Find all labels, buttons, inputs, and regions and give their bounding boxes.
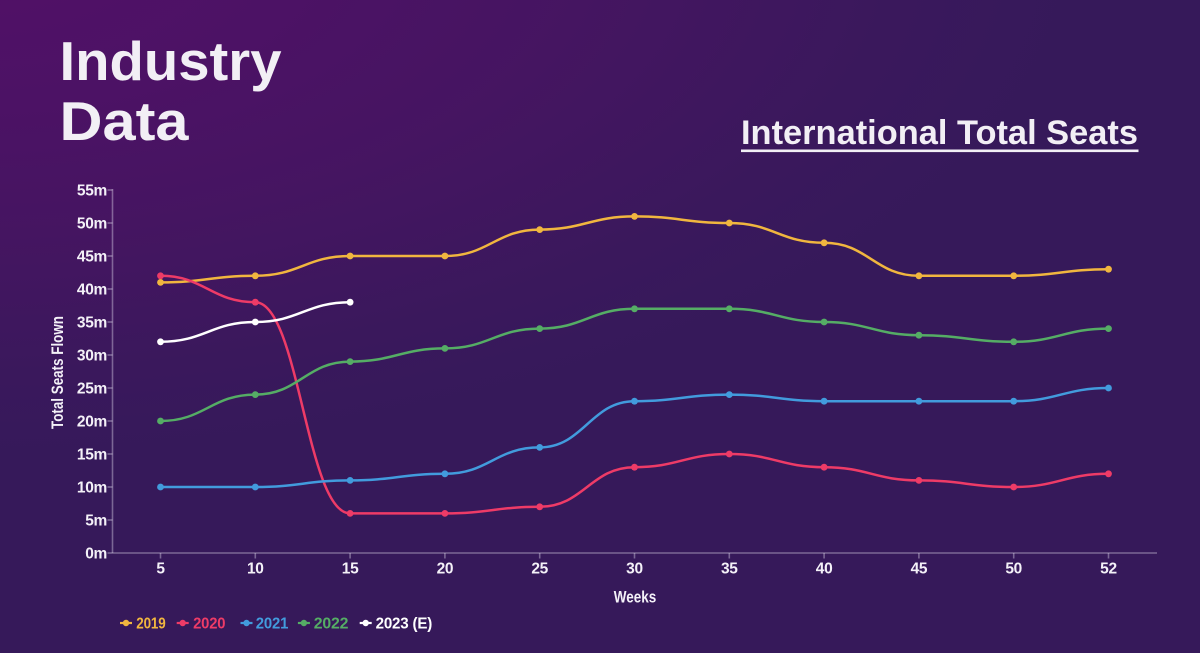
svg-text:35: 35: [721, 561, 738, 578]
svg-text:Industry: Industry: [60, 30, 282, 92]
svg-text:10: 10: [247, 561, 264, 578]
svg-text:5m: 5m: [85, 513, 107, 530]
svg-text:30m: 30m: [77, 348, 107, 365]
svg-text:40m: 40m: [77, 282, 107, 299]
svg-text:50m: 50m: [77, 216, 107, 233]
svg-text:2020: 2020: [193, 616, 225, 633]
svg-text:0m: 0m: [85, 546, 107, 563]
svg-text:30: 30: [626, 561, 643, 578]
svg-text:15m: 15m: [77, 447, 107, 464]
svg-text:Total Seats Flown: Total Seats Flown: [49, 316, 67, 429]
svg-text:2023 (E): 2023 (E): [376, 616, 433, 633]
svg-text:45: 45: [911, 561, 928, 578]
svg-text:20m: 20m: [77, 414, 107, 431]
svg-text:35m: 35m: [77, 315, 107, 332]
svg-text:25: 25: [531, 561, 548, 578]
svg-text:45m: 45m: [77, 249, 107, 266]
svg-text:55m: 55m: [77, 183, 107, 200]
svg-text:Weeks: Weeks: [614, 588, 657, 606]
svg-text:Data: Data: [60, 90, 189, 152]
svg-text:25m: 25m: [77, 381, 107, 398]
svg-text:International Total Seats: International Total Seats: [741, 114, 1138, 152]
svg-text:10m: 10m: [77, 480, 107, 497]
svg-text:50: 50: [1005, 561, 1022, 578]
svg-text:52: 52: [1100, 561, 1117, 578]
svg-text:2021: 2021: [256, 616, 289, 633]
svg-text:5: 5: [156, 561, 165, 578]
svg-text:2019: 2019: [136, 616, 166, 633]
svg-text:2022: 2022: [314, 616, 349, 633]
svg-text:20: 20: [437, 561, 454, 578]
svg-text:40: 40: [816, 561, 833, 578]
svg-text:15: 15: [342, 561, 359, 578]
